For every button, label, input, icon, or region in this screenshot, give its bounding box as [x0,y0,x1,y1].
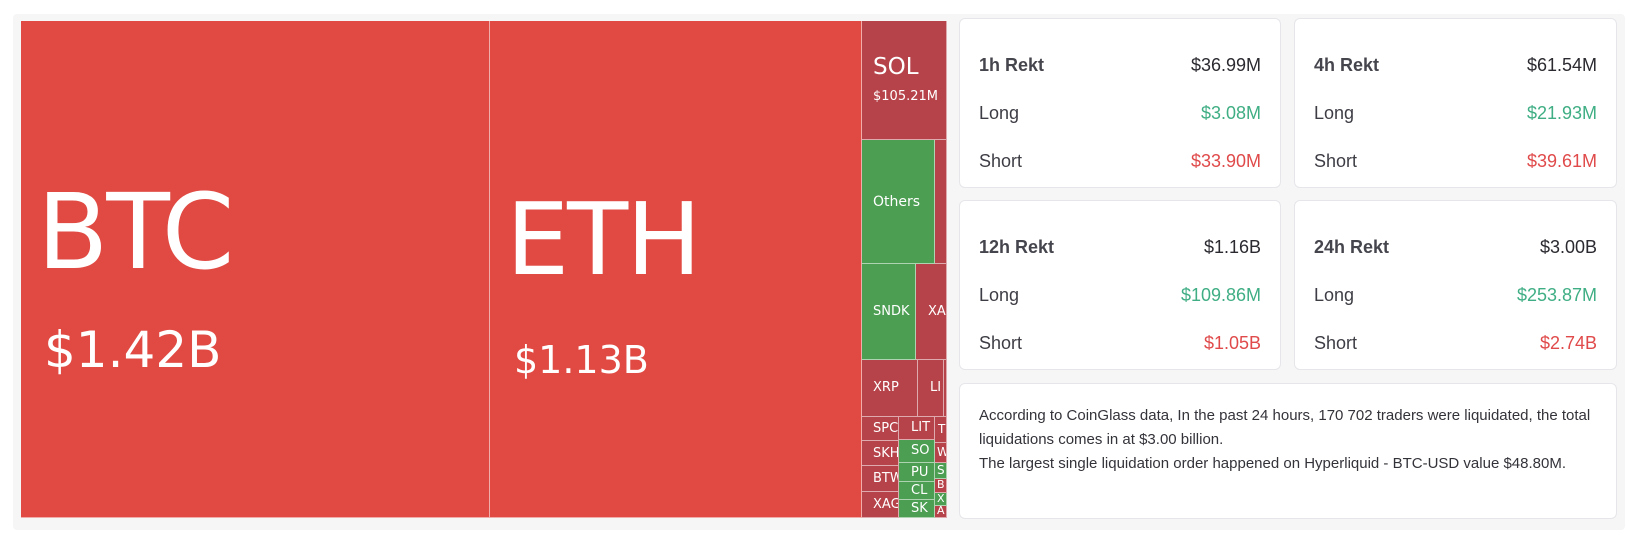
treemap-tile-unlabeled[interactable] [944,360,947,417]
treemap-tile-li[interactable]: LI [918,360,944,417]
tile-symbol: LI [930,380,942,395]
long-label: Long [1314,284,1355,305]
tile-symbol: XAG [873,497,899,512]
treemap-tile-b[interactable]: B [935,479,947,493]
long-label: Long [979,102,1020,123]
tile-symbol: SKH [873,446,899,461]
card-title: 12h Rekt [979,236,1055,257]
tile-symbol: SPC [873,421,899,436]
liquidation-treemap: BTC $1.42B ETH $1.13B SOL $105.21M Other… [21,21,947,518]
short-label: Short [979,150,1023,171]
long-label: Long [979,284,1020,305]
card-header: 12h Rekt $1.16B [979,235,1261,259]
treemap-tile-s[interactable]: S [935,463,947,479]
card-total: $61.54M [1526,54,1597,75]
long-row: Long $109.86M [979,283,1261,307]
tile-value: $105.21M [873,89,938,104]
treemap-tile-x[interactable]: X [935,493,947,506]
long-value: $253.87M [1516,284,1597,305]
card-total: $1.16B [1203,236,1261,257]
summary-largest-order: The largest single liquidation order hap… [979,455,1566,472]
tile-symbol: ETH [506,181,701,298]
treemap-tile-sndk[interactable]: SNDK [862,264,916,360]
long-value: $21.93M [1526,102,1597,123]
tile-symbol: SNDK [873,304,910,319]
short-label: Short [979,332,1023,353]
tile-symbol: T [938,422,946,436]
stat-card-1h: 1h Rekt $36.99M Long $3.08M Short $33.90… [959,18,1281,188]
tile-symbol: BTW [873,471,898,486]
tile-symbol: Others [873,194,921,210]
summary-text: According to CoinGlass data, In the past… [979,407,1591,448]
short-row: Short $1.05B [979,331,1261,355]
treemap-tile-so[interactable]: SO [899,440,935,463]
treemap-tile-sol[interactable]: SOL $105.21M [862,21,947,140]
long-value: $109.86M [1180,284,1261,305]
card-header: 24h Rekt $3.00B [1314,235,1597,259]
treemap-tile-unlabeled[interactable] [935,140,947,264]
long-value: $3.08M [1200,102,1261,123]
tile-symbol: SO [911,443,930,458]
tile-symbol: W [937,445,946,459]
long-label: Long [1314,102,1355,123]
treemap-tile-skh[interactable]: SKH [862,441,899,466]
tile-symbol: X [937,493,945,505]
short-row: Short $2.74B [1314,331,1597,355]
card-header: 4h Rekt $61.54M [1314,53,1597,77]
tile-symbol: XA [928,304,946,319]
card-total: $36.99M [1190,54,1261,75]
treemap-tile-xrp[interactable]: XRP [862,360,918,417]
stat-card-24h: 24h Rekt $3.00B Long $253.87M Short $2.7… [1294,200,1617,370]
tile-symbol: CL [911,483,928,498]
liquidation-summary: According to CoinGlass data, In the past… [959,383,1617,519]
tile-symbol: SK [911,501,928,516]
short-row: Short $39.61M [1314,149,1597,173]
long-row: Long $253.87M [1314,283,1597,307]
stat-card-4h: 4h Rekt $61.54M Long $21.93M Short $39.6… [1294,18,1617,188]
tile-symbol: S [937,463,945,477]
treemap-tile-cl[interactable]: CL [899,482,935,500]
stat-card-12h: 12h Rekt $1.16B Long $109.86M Short $1.0… [959,200,1281,370]
short-value: $39.61M [1526,150,1597,171]
treemap-tile-xa[interactable]: XA [916,264,947,360]
treemap-tile-spc[interactable]: SPC [862,417,899,441]
card-header: 1h Rekt $36.99M [979,53,1261,77]
tile-symbol: B [937,479,945,491]
treemap-tile-xag[interactable]: XAG [862,492,899,518]
treemap-tile-btw[interactable]: BTW [862,466,899,492]
treemap-tile-lit[interactable]: LIT [899,417,935,440]
treemap-tile-eth[interactable]: ETH $1.13B [490,21,862,518]
treemap-tile-w[interactable]: W [935,443,947,463]
long-row: Long $3.08M [979,101,1261,125]
card-title: 4h Rekt [1314,54,1380,75]
treemap-tile-t[interactable]: T [935,417,947,443]
short-label: Short [1314,332,1358,353]
tile-symbol: SOL [873,54,919,80]
tile-symbol: XRP [873,380,899,395]
tile-value: $1.13B [514,338,649,382]
tile-symbol: A [937,506,945,517]
card-total: $3.00B [1539,236,1597,257]
treemap-tile-btc[interactable]: BTC $1.42B [21,21,490,518]
treemap-tile-sk[interactable]: SK [899,500,935,518]
short-value: $33.90M [1190,150,1261,171]
tile-symbol: PU [911,465,929,480]
tile-value: $1.42B [44,321,222,379]
treemap-tile-a[interactable]: A [935,506,947,518]
tile-symbol: BTC [37,171,234,293]
short-row: Short $33.90M [979,149,1261,173]
long-row: Long $21.93M [1314,101,1597,125]
short-value: $2.74B [1539,332,1597,353]
tile-symbol: LIT [911,420,931,435]
treemap-tile-others[interactable]: Others [862,140,935,264]
card-title: 1h Rekt [979,54,1045,75]
short-label: Short [1314,150,1358,171]
card-title: 24h Rekt [1314,236,1390,257]
treemap-tile-pu[interactable]: PU [899,463,935,482]
short-value: $1.05B [1203,332,1261,353]
